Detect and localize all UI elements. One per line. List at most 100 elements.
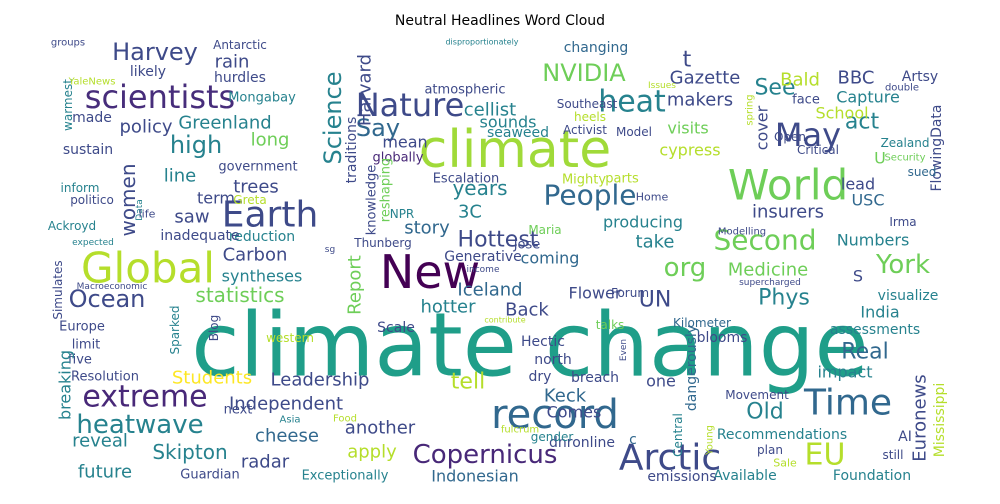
word: Hottest (458, 228, 539, 253)
word: AI (898, 429, 912, 445)
word: Gazette (670, 68, 741, 89)
word: S (853, 267, 863, 286)
word: sounds (480, 113, 537, 132)
word: long (251, 130, 290, 151)
word: Second (713, 224, 816, 257)
word: Jose (513, 238, 541, 253)
word: t (683, 48, 692, 73)
word: YaleNews (68, 77, 116, 88)
word: extreme (82, 380, 207, 415)
word: scientists (85, 78, 235, 116)
word: NPR (390, 207, 415, 221)
word: cellist (464, 100, 516, 121)
word: Kilometer (673, 316, 731, 330)
word: Sparked (168, 305, 182, 354)
word: policy (120, 117, 173, 138)
word: women (116, 163, 140, 236)
word: Activist (563, 123, 607, 137)
word: reveal (72, 431, 128, 452)
word: tell (451, 370, 485, 395)
word: Movement (725, 388, 789, 402)
word: Zealand (881, 136, 930, 150)
word: Ocean (69, 285, 146, 313)
word: Students (172, 368, 252, 389)
word: BBC (838, 68, 875, 89)
word: 3C (458, 202, 482, 223)
word: Back (505, 300, 549, 321)
word: inform (61, 181, 100, 195)
word: traditions (344, 117, 360, 184)
word: one (646, 372, 676, 391)
word: Earth (222, 195, 319, 236)
word: apply (347, 442, 397, 463)
word: dry (529, 369, 552, 385)
word: visualize (878, 288, 939, 304)
word: Flower (569, 284, 622, 303)
word: reshaping (379, 158, 394, 222)
word: Medicine (728, 260, 808, 281)
word: story (404, 218, 450, 239)
word: Independent (229, 394, 343, 415)
word: five (68, 353, 92, 368)
word: Time (803, 383, 892, 424)
word: makers (667, 90, 733, 111)
word: Foundation (833, 468, 911, 484)
word: impact (817, 363, 872, 382)
word: Open (774, 130, 806, 144)
word: Critical (797, 143, 839, 157)
word: Young (705, 425, 716, 456)
word: Southeast (557, 97, 618, 111)
word: Indonesian (431, 467, 519, 486)
word: Escalation (433, 172, 500, 187)
word: Food (333, 414, 357, 425)
word: reduction (229, 229, 295, 245)
word: limit (72, 338, 101, 353)
word: another (345, 418, 416, 439)
word: years (452, 176, 507, 200)
word: supercharged (739, 278, 801, 288)
word: Maria (528, 223, 561, 237)
word: hurdles (214, 70, 266, 86)
word: climate (419, 120, 611, 180)
word: high (170, 131, 222, 159)
word: gender (531, 430, 574, 444)
word: warmest (61, 79, 75, 131)
word: May (775, 116, 841, 154)
word: take (636, 232, 675, 253)
word: statistics (195, 283, 284, 307)
word: Mighty (562, 173, 606, 188)
word: Blog (207, 315, 221, 342)
word: assessments (830, 322, 920, 338)
word: government (218, 160, 297, 175)
word: insurers (752, 202, 824, 223)
word: cypress (659, 141, 720, 160)
word: radar (241, 452, 290, 473)
word: Comes (547, 403, 602, 422)
word: Ackroyd (48, 219, 96, 233)
word: changing (564, 40, 629, 56)
word: contribute (484, 316, 525, 325)
word: Asia (280, 415, 301, 426)
word: York (875, 250, 930, 280)
word: U (874, 149, 886, 168)
word: seaweed (487, 125, 549, 141)
word: face (792, 93, 820, 108)
word: act (845, 110, 880, 135)
word: blooms (697, 330, 748, 346)
word: plan (757, 443, 783, 457)
word: sustain (63, 142, 113, 158)
word: Irma (889, 215, 916, 229)
word: line (164, 166, 196, 187)
word: World (728, 161, 848, 210)
word: next (224, 403, 253, 418)
word: cover (753, 105, 772, 150)
word: Modelling (718, 227, 766, 238)
word: emissions (647, 469, 716, 485)
word: western (266, 331, 314, 345)
word: Old (746, 400, 783, 425)
word: disproportionately (445, 38, 518, 47)
word: coming (521, 249, 580, 268)
word: Recommendations (717, 427, 847, 443)
